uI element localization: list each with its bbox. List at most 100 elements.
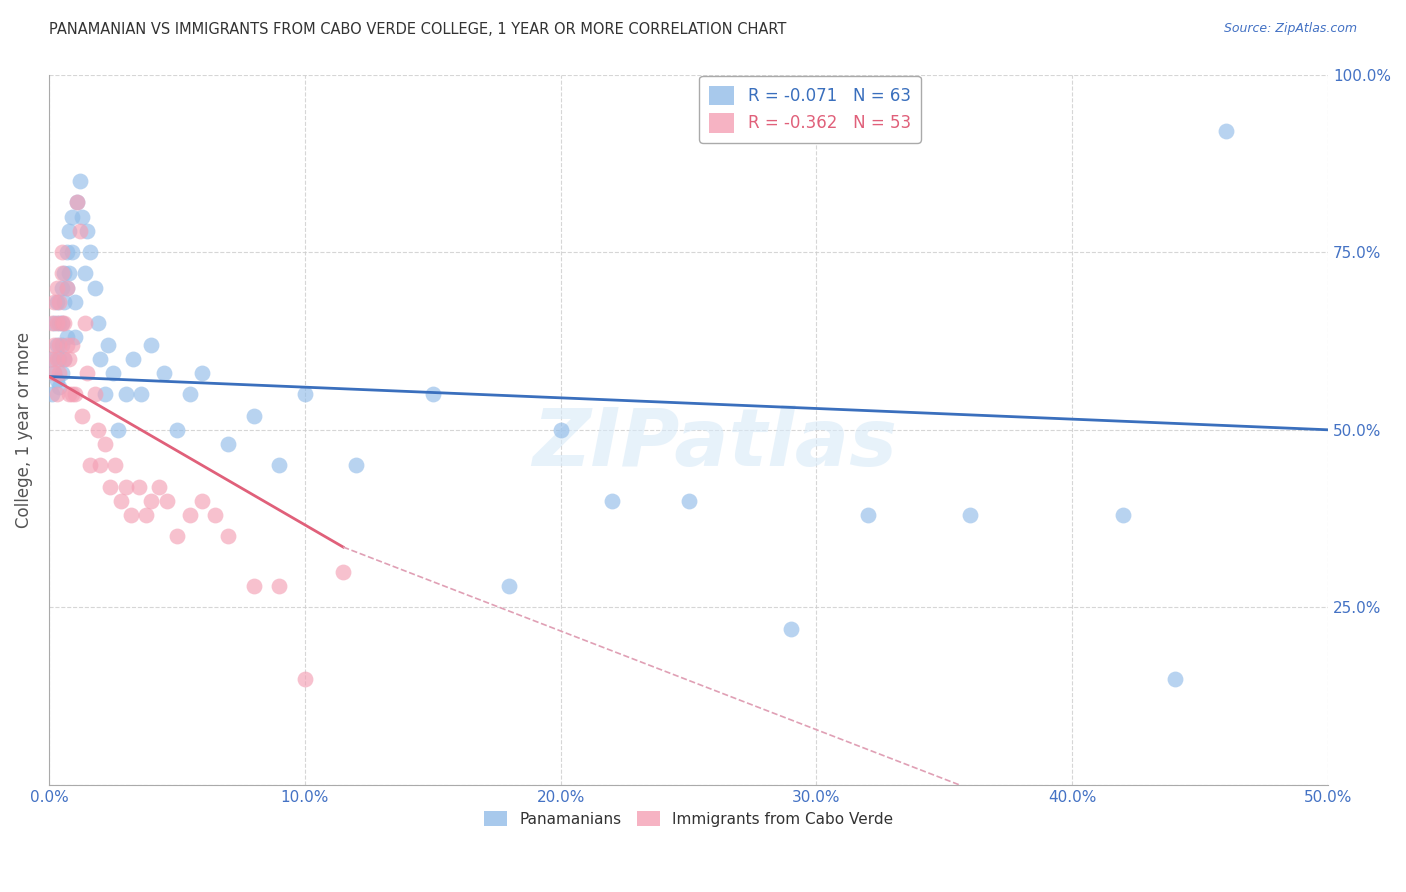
Point	[41, 387, 63, 401]
Point	[84, 281, 107, 295]
Point	[56, 245, 79, 260]
Point	[856, 508, 879, 522]
Point	[101, 366, 124, 380]
Point	[56, 337, 79, 351]
Point	[600, 494, 623, 508]
Point	[128, 480, 150, 494]
Point	[73, 316, 96, 330]
Point	[51, 267, 73, 281]
Point	[48, 351, 70, 366]
Point	[70, 210, 93, 224]
Point	[1112, 508, 1135, 522]
Point	[148, 480, 170, 494]
Point	[191, 366, 214, 380]
Point	[42, 366, 65, 380]
Point	[56, 330, 79, 344]
Point	[217, 437, 239, 451]
Point	[51, 337, 73, 351]
Point	[104, 458, 127, 473]
Point	[166, 529, 188, 543]
Point	[780, 622, 803, 636]
Point	[60, 210, 83, 224]
Point	[73, 267, 96, 281]
Point	[48, 316, 70, 330]
Point	[550, 423, 572, 437]
Point	[110, 494, 132, 508]
Point	[84, 387, 107, 401]
Point	[53, 267, 76, 281]
Point	[60, 337, 83, 351]
Point	[69, 224, 91, 238]
Point	[79, 458, 101, 473]
Point	[45, 337, 67, 351]
Point	[48, 337, 70, 351]
Point	[269, 579, 291, 593]
Point	[242, 409, 264, 423]
Point	[63, 387, 86, 401]
Point	[89, 351, 111, 366]
Point	[42, 316, 65, 330]
Point	[45, 387, 67, 401]
Point	[56, 281, 79, 295]
Point	[498, 579, 520, 593]
Point	[86, 423, 108, 437]
Legend: Panamanians, Immigrants from Cabo Verde: Panamanians, Immigrants from Cabo Verde	[477, 803, 901, 834]
Point	[94, 387, 117, 401]
Point	[89, 458, 111, 473]
Point	[86, 316, 108, 330]
Point	[41, 351, 63, 366]
Point	[166, 423, 188, 437]
Point	[45, 316, 67, 330]
Point	[60, 387, 83, 401]
Point	[53, 316, 76, 330]
Point	[48, 294, 70, 309]
Point	[45, 373, 67, 387]
Point	[69, 174, 91, 188]
Point	[135, 508, 157, 522]
Point	[141, 337, 163, 351]
Point	[120, 508, 142, 522]
Point	[70, 409, 93, 423]
Point	[141, 494, 163, 508]
Point	[204, 508, 226, 522]
Point	[107, 423, 129, 437]
Point	[294, 672, 316, 686]
Text: Source: ZipAtlas.com: Source: ZipAtlas.com	[1223, 22, 1357, 36]
Point	[51, 366, 73, 380]
Point	[53, 351, 76, 366]
Y-axis label: College, 1 year or more: College, 1 year or more	[15, 332, 32, 528]
Point	[97, 337, 120, 351]
Point	[41, 316, 63, 330]
Point	[344, 458, 367, 473]
Point	[58, 351, 80, 366]
Point	[58, 224, 80, 238]
Point	[58, 387, 80, 401]
Point	[45, 294, 67, 309]
Point	[45, 351, 67, 366]
Point	[179, 508, 201, 522]
Point	[42, 294, 65, 309]
Point	[114, 387, 136, 401]
Point	[156, 494, 179, 508]
Point	[51, 281, 73, 295]
Point	[269, 458, 291, 473]
Point	[114, 480, 136, 494]
Point	[217, 529, 239, 543]
Point	[1163, 672, 1185, 686]
Point	[191, 494, 214, 508]
Point	[76, 366, 98, 380]
Point	[51, 316, 73, 330]
Point	[58, 267, 80, 281]
Point	[60, 245, 83, 260]
Point	[42, 337, 65, 351]
Point	[100, 480, 122, 494]
Point	[53, 294, 76, 309]
Text: ZIPatlas: ZIPatlas	[531, 405, 897, 483]
Point	[678, 494, 700, 508]
Point	[1215, 124, 1237, 138]
Point	[41, 351, 63, 366]
Point	[79, 245, 101, 260]
Point	[66, 195, 89, 210]
Point	[56, 281, 79, 295]
Point	[129, 387, 152, 401]
